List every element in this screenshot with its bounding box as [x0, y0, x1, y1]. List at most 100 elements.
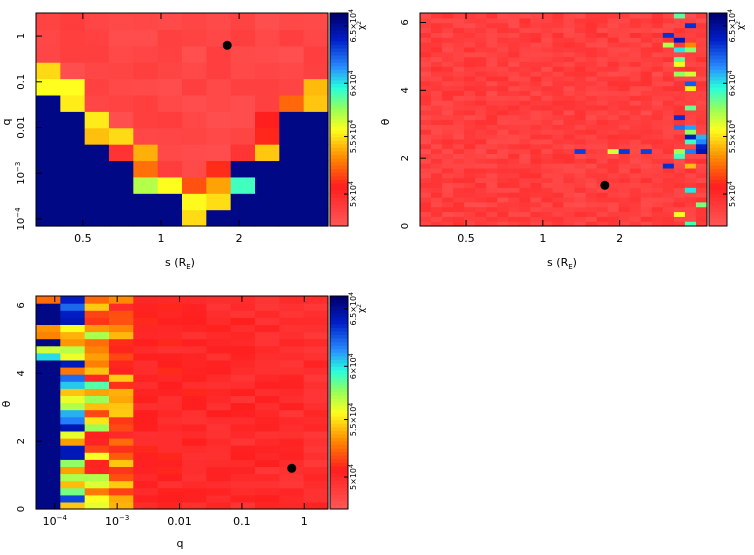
heatmap-cell	[206, 501, 232, 510]
heatmap-cell	[596, 32, 609, 38]
heatmap-cell	[255, 374, 280, 382]
heatmap-cell	[530, 80, 543, 87]
heatmap-cell	[497, 13, 509, 19]
heatmap-cell	[530, 206, 543, 213]
heatmap-cell	[497, 46, 509, 53]
heatmap-cell	[206, 296, 232, 304]
heatmap-cell	[519, 32, 531, 38]
heatmap-cell	[695, 46, 708, 53]
colorbar-swatch	[330, 208, 348, 213]
heatmap-cell	[607, 129, 620, 135]
heatmap-cell	[662, 221, 675, 227]
heatmap-cell	[651, 163, 664, 169]
colorbar-swatch	[709, 76, 727, 81]
heatmap-cell	[431, 221, 443, 227]
heatmap-cell	[109, 494, 134, 503]
heatmap-cell	[182, 13, 207, 30]
heatmap-cell	[629, 17, 642, 24]
colorbar-swatch	[330, 183, 348, 188]
x-tick-label: 2	[236, 232, 243, 245]
colorbar-swatch	[709, 144, 727, 149]
heatmap-cell	[530, 196, 543, 203]
heatmap-cell	[574, 119, 587, 125]
heatmap-cell	[673, 143, 686, 150]
heatmap-cell	[618, 167, 631, 174]
heatmap-cell	[230, 176, 256, 194]
heatmap-cell	[607, 71, 620, 77]
heatmap-cell	[607, 201, 620, 208]
heatmap-cell	[133, 296, 159, 304]
heatmap-cell	[486, 109, 498, 116]
colorbar-swatch	[709, 115, 727, 120]
heatmap-cell	[497, 192, 509, 198]
heatmap-cell	[585, 158, 598, 164]
heatmap-cell	[629, 13, 642, 19]
heatmap-cell	[303, 331, 329, 340]
colorbar-swatch	[330, 494, 348, 499]
heatmap-cell	[420, 75, 432, 82]
heatmap-cell	[662, 192, 675, 198]
heatmap-cell	[36, 381, 61, 389]
colorbar-swatch	[330, 473, 348, 478]
heatmap-cell	[574, 17, 587, 24]
heatmap-cell	[255, 345, 280, 354]
heatmap-cell	[109, 466, 134, 475]
heatmap-cell	[651, 134, 664, 140]
heatmap-cell	[279, 13, 305, 30]
heatmap-cell	[109, 388, 134, 396]
heatmap-cell	[453, 56, 465, 63]
heatmap-cell	[133, 438, 159, 446]
heatmap-cell	[497, 201, 509, 208]
heatmap-cell	[541, 172, 554, 179]
heatmap-cell	[303, 352, 329, 361]
heatmap-cell	[673, 192, 686, 198]
heatmap-cell	[497, 75, 509, 82]
heatmap-cell	[230, 62, 256, 80]
heatmap-cell	[673, 124, 686, 130]
heatmap-cell	[60, 45, 86, 63]
heatmap-cell	[157, 296, 183, 304]
heatmap-cell	[651, 211, 664, 217]
colorbar-swatch	[709, 34, 727, 39]
heatmap-cell	[585, 27, 598, 33]
heatmap-cell	[279, 310, 305, 318]
heatmap-cell	[519, 56, 531, 63]
heatmap-cell	[279, 416, 305, 425]
heatmap-cell	[541, 167, 554, 174]
heatmap-cell	[651, 71, 664, 77]
y-axis-label: θ	[379, 118, 392, 125]
heatmap-cell	[230, 144, 256, 162]
heatmap-cell	[60, 480, 86, 489]
heatmap-cell	[684, 153, 697, 159]
heatmap-cell	[206, 473, 232, 482]
heatmap-cell	[695, 109, 708, 116]
heatmap-cell	[464, 182, 476, 188]
heatmap-cell	[36, 209, 61, 227]
colorbar-swatch	[330, 416, 348, 421]
heatmap-cell	[182, 127, 207, 145]
heatmap-cell	[585, 206, 598, 213]
heatmap-cell	[420, 148, 432, 154]
colorbar-swatch	[330, 190, 348, 195]
heatmap-cell	[464, 42, 476, 48]
heatmap-cell	[157, 176, 183, 194]
heatmap-cell	[684, 124, 697, 130]
heatmap-cell	[60, 416, 86, 425]
heatmap-cell	[497, 17, 509, 24]
heatmap-cell	[662, 32, 675, 38]
heatmap-cell	[552, 42, 565, 48]
heatmap-cell	[596, 71, 609, 77]
heatmap-cell	[563, 42, 576, 48]
heatmap-cell	[618, 163, 631, 169]
heatmap-cell	[442, 71, 454, 77]
colorbar-swatch	[330, 105, 348, 110]
heatmap-cell	[508, 100, 520, 106]
heatmap-cell	[629, 138, 642, 145]
heatmap-cell	[464, 46, 476, 53]
colorbar-swatch	[330, 123, 348, 128]
heatmap-cell	[673, 32, 686, 38]
heatmap-cell	[530, 51, 543, 58]
heatmap-cell	[60, 494, 86, 503]
heatmap-cell	[420, 124, 432, 130]
heatmap-cell	[84, 303, 110, 311]
